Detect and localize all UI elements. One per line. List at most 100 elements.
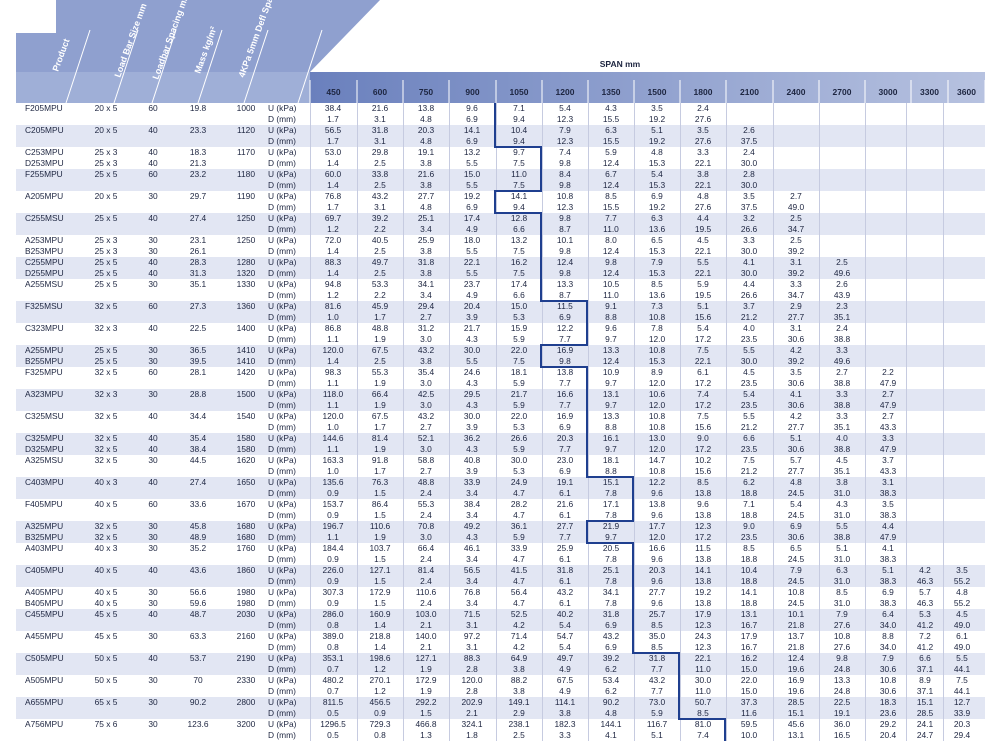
capacity-value [943, 235, 981, 246]
capacity-value: 7.3 [651, 301, 663, 311]
capacity-value: 90.2 [602, 697, 620, 707]
deflection-value: 26.6 [740, 224, 758, 234]
mass-value: 44.5 [189, 455, 207, 465]
mass-value: 19.8 [189, 103, 207, 113]
capacity-value: 15.0 [463, 169, 481, 179]
unit-label: D (mm) [268, 730, 296, 740]
capacity-value [865, 257, 911, 268]
load-bar-size: 32 x 5 [94, 433, 118, 443]
capacity-value [865, 301, 911, 312]
capacity-value [943, 411, 981, 422]
capacity-value: 4.5 [956, 609, 968, 619]
capacity-value: 3.3 [836, 411, 848, 421]
deflection-value [943, 400, 981, 411]
deflection-span: 1120 [236, 125, 255, 135]
deflection-value: 8.5 [651, 642, 663, 652]
deflection-value: 10.0 [740, 730, 758, 740]
capacity-value [865, 125, 911, 136]
header-divider [243, 29, 269, 104]
deflection-value: 29.4 [953, 730, 971, 740]
capacity-value: 27.7 [648, 587, 666, 597]
deflection-value: 8.7 [559, 224, 571, 234]
unit-label: D (mm) [268, 158, 296, 168]
capacity-value: 71.4 [510, 631, 528, 641]
capacity-value: 2.4 [743, 147, 755, 157]
capacity-value: 2.5 [790, 213, 802, 223]
capacity-value: 7.1 [743, 499, 755, 509]
loadbar-spacing: 30 [148, 246, 158, 256]
capacity-line: C325MSU 32 x 5 40 34.4 1540 U (kPa) 120.0 67.5 4… [16, 411, 985, 422]
threshold-line [494, 212, 542, 214]
capacity-line: A405MPU 40 x 5 30 56.6 1980 U (kPa) 307.3 172.9… [16, 587, 985, 598]
capacity-value: 4.4 [743, 279, 755, 289]
load-bar-size: 20 x 5 [94, 191, 118, 201]
capacity-value: 5.1 [836, 543, 848, 553]
capacity-value [906, 543, 944, 554]
threshold-line [540, 235, 542, 257]
deflection-value: 6.2 [605, 664, 617, 674]
deflection-value: 2.5 [513, 730, 525, 740]
deflection-value: 1.2 [327, 224, 339, 234]
capacity-line: A255MSU 25 x 5 30 35.1 1330 U (kPa) 94.8 53.3 34… [16, 279, 985, 290]
unit-label: U (kPa) [268, 477, 297, 487]
deflection-value: 1.7 [327, 202, 339, 212]
capacity-value: 4.8 [697, 191, 709, 201]
deflection-value: 1.9 [374, 378, 386, 388]
capacity-value: 91.8 [371, 455, 389, 465]
header-divider [197, 29, 223, 104]
unit-label: U (kPa) [268, 147, 297, 157]
mass-value: 43.6 [189, 565, 207, 575]
deflection-value: 1.2 [327, 290, 339, 300]
deflection-value: 23.5 [740, 444, 758, 454]
threshold-line [632, 609, 634, 631]
deflection-value: 37.1 [916, 686, 934, 696]
capacity-value: 7.9 [559, 125, 571, 135]
threshold-line [540, 147, 542, 169]
deflection-span: 2160 [236, 631, 256, 641]
capacity-value: 3.3 [836, 389, 848, 399]
capacity-value: 31.8 [371, 125, 389, 135]
capacity-value: 38.4 [324, 103, 342, 113]
capacity-value: 31.8 [648, 653, 666, 663]
deflection-value: 39.2 [787, 246, 805, 256]
deflection-value: 10.8 [648, 466, 666, 476]
capacity-value: 35.0 [648, 631, 666, 641]
capacity-value: 81.6 [324, 301, 342, 311]
deflection-value: 7.7 [559, 378, 571, 388]
deflection-value: 27.6 [833, 642, 851, 652]
deflection-value: 12.0 [648, 444, 666, 454]
deflection-value: 5.9 [513, 334, 525, 344]
deflection-value: 30.0 [740, 268, 758, 278]
capacity-value: 7.9 [651, 257, 663, 267]
capacity-value: 160.9 [369, 609, 391, 619]
deflection-value: 17.2 [694, 378, 712, 388]
capacity-value: 6.5 [790, 543, 802, 553]
product-code: A325MSU [25, 455, 64, 465]
deflection-value: 12.4 [602, 246, 620, 256]
mass-value: 26.1 [189, 246, 207, 256]
deflection-value: 13.8 [694, 510, 712, 520]
deflection-value: 4.7 [513, 488, 525, 498]
deflection-value: 1.9 [420, 664, 432, 674]
unit-label: U (kPa) [268, 433, 297, 443]
capacity-value: 33.8 [371, 169, 389, 179]
threshold-line [586, 411, 588, 433]
deflection-value: 18.8 [740, 598, 758, 608]
product-group: A655MPU 65 x 5 30 90.2 2800 U (kPa) 811.5 456.5… [16, 697, 985, 719]
threshold-line [678, 675, 680, 697]
capacity-value: 6.3 [605, 125, 617, 135]
capacity-value: 5.5 [836, 521, 848, 531]
capacity-value [943, 257, 981, 268]
deflection-value: 6.1 [559, 554, 571, 564]
deflection-value [906, 488, 944, 499]
deflection-value [943, 510, 981, 521]
threshold-line [540, 257, 542, 279]
capacity-value [906, 345, 944, 356]
capacity-value: 2.4 [697, 103, 709, 113]
capacity-value: 86.8 [324, 323, 342, 333]
threshold-line [586, 521, 588, 543]
deflection-value [819, 246, 865, 257]
capacity-value [906, 191, 944, 202]
deflection-value: 4.8 [605, 708, 617, 718]
product-group: C455MPU 45 x 5 40 48.7 2030 U (kPa) 286.0 160.9… [16, 609, 985, 631]
